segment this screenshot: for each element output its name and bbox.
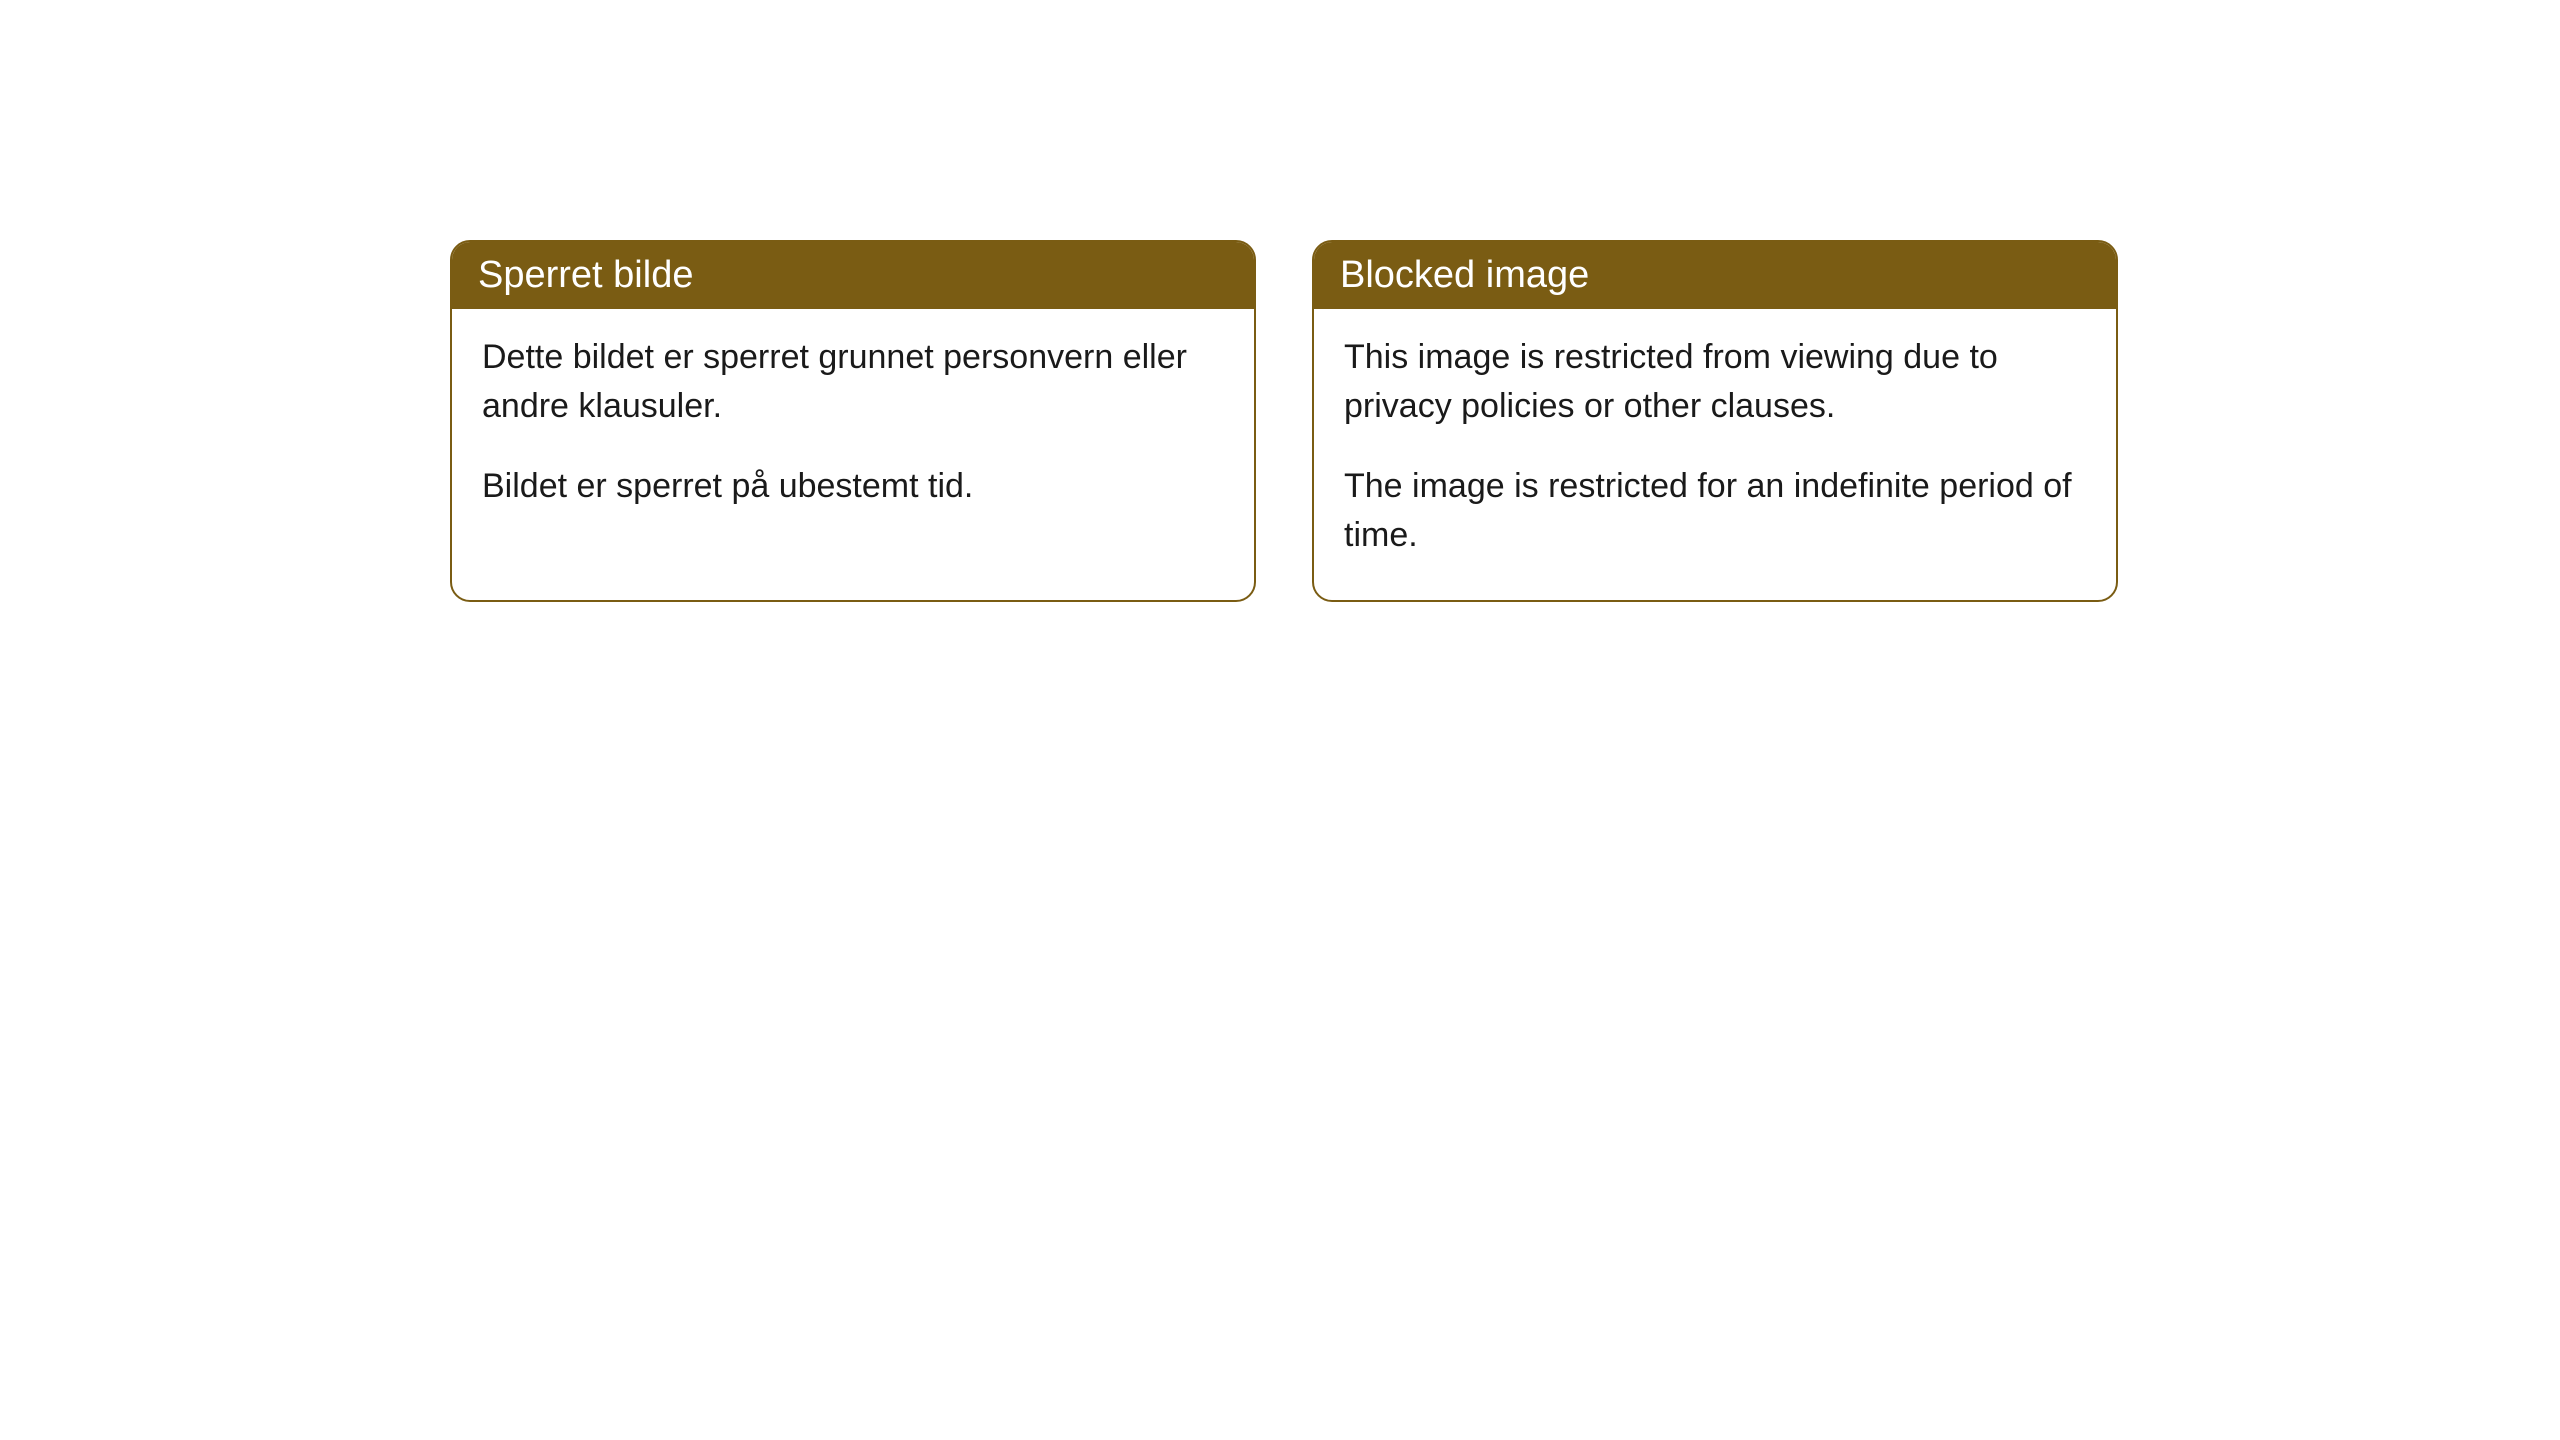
card-title-norwegian: Sperret bilde: [478, 254, 693, 296]
card-paragraph-1-norwegian: Dette bildet er sperret grunnet personve…: [482, 333, 1224, 432]
card-norwegian: Sperret bilde Dette bildet er sperret gr…: [450, 240, 1256, 602]
card-paragraph-2-norwegian: Bildet er sperret på ubestemt tid.: [482, 462, 1224, 511]
card-header-english: Blocked image: [1314, 242, 2116, 309]
card-body-norwegian: Dette bildet er sperret grunnet personve…: [452, 309, 1254, 551]
card-title-english: Blocked image: [1340, 254, 1589, 296]
cards-container: Sperret bilde Dette bildet er sperret gr…: [450, 240, 2118, 602]
card-paragraph-2-english: The image is restricted for an indefinit…: [1344, 462, 2086, 561]
card-paragraph-1-english: This image is restricted from viewing du…: [1344, 333, 2086, 432]
card-english: Blocked image This image is restricted f…: [1312, 240, 2118, 602]
card-body-english: This image is restricted from viewing du…: [1314, 309, 2116, 600]
card-header-norwegian: Sperret bilde: [452, 242, 1254, 309]
